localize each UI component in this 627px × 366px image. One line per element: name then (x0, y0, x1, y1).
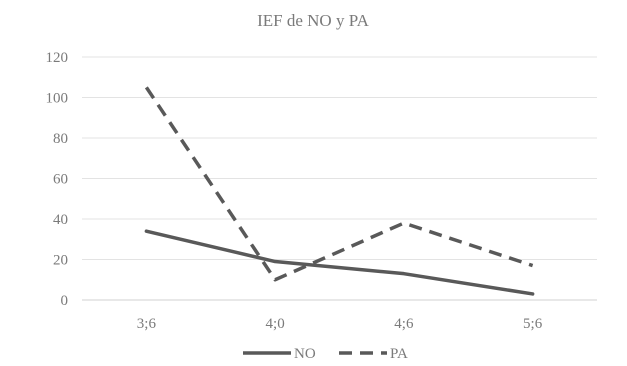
y-tick-label: 20 (53, 253, 68, 269)
y-axis: 0 20 40 60 80 100 120 (46, 50, 69, 309)
x-tick-label: 3;6 (137, 316, 157, 332)
y-tick-label: 60 (53, 172, 68, 188)
x-tick-label: 4;6 (394, 316, 414, 332)
y-tick-label: 100 (46, 91, 69, 107)
series-lines (144, 86, 535, 296)
legend: NO PA (243, 346, 408, 362)
x-tick-label: 4;0 (266, 316, 285, 332)
series-line-no (144, 229, 535, 296)
y-tick-label: 0 (61, 293, 69, 309)
y-tick-label: 80 (53, 131, 68, 147)
gridlines (82, 56, 597, 301)
legend-label-pa: PA (390, 346, 408, 362)
chart-title: IEF de NO y PA (257, 11, 369, 30)
y-tick-label: 120 (46, 50, 69, 66)
x-tick-label: 5;6 (523, 316, 543, 332)
x-axis: 3;6 4;0 4;6 5;6 (137, 316, 543, 332)
y-tick-label: 40 (53, 212, 68, 228)
series-line-pa (144, 86, 534, 282)
legend-label-no: NO (294, 346, 316, 362)
